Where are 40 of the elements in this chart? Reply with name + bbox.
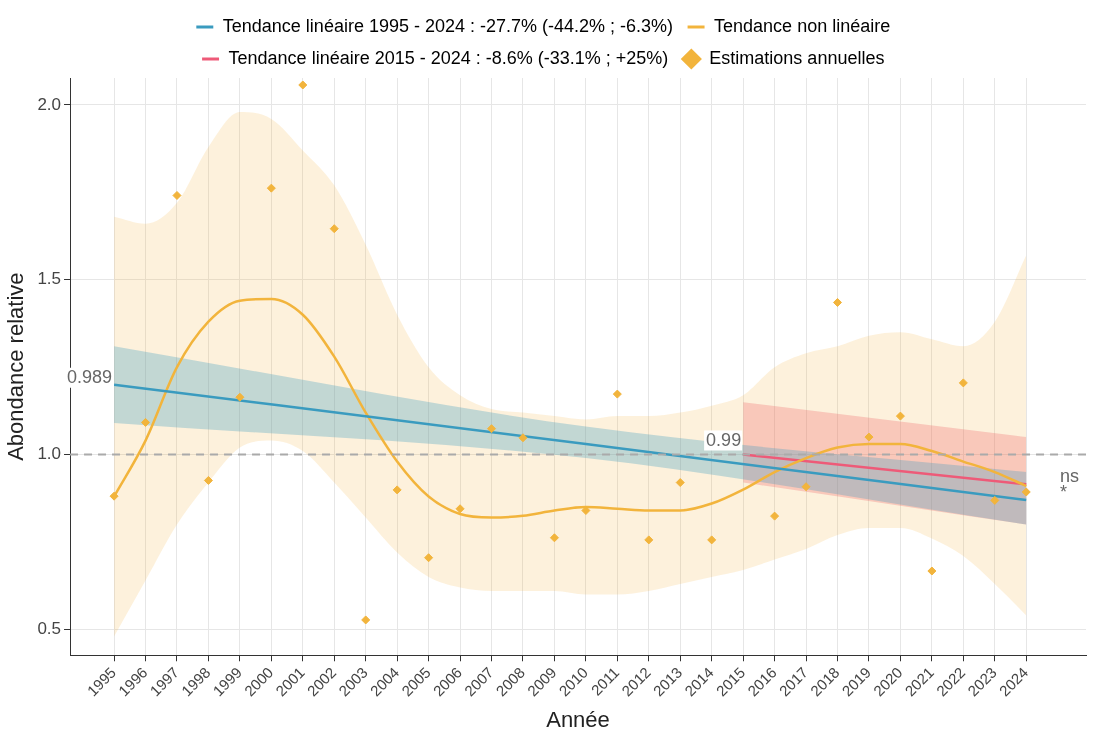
point: [864, 432, 874, 442]
legend-label: Estimations annuelles: [709, 47, 885, 68]
point: [990, 495, 1000, 505]
point: [707, 535, 717, 545]
point: [770, 511, 780, 521]
point: [298, 80, 308, 90]
annotation: 0.989: [67, 366, 113, 387]
point: [455, 504, 465, 514]
point: [266, 183, 276, 193]
point: [329, 224, 339, 234]
point: [801, 482, 811, 492]
point: [109, 491, 119, 501]
point: [1021, 487, 1031, 497]
legend-label: Tendance linéaire 2015 - 2024 : -8.6% (-33.1% ; +25%): [228, 47, 669, 68]
y-tick-label: 1.0: [37, 444, 62, 464]
point: [235, 392, 245, 402]
point: [644, 535, 654, 545]
point: [612, 389, 622, 399]
point: [895, 411, 905, 421]
x-axis-title: Année: [546, 706, 610, 732]
point: [958, 378, 968, 388]
annotation: 0.99: [706, 429, 742, 450]
point: [927, 566, 937, 576]
point: [833, 297, 843, 307]
point: [518, 433, 528, 443]
point: [424, 553, 434, 563]
y-tick-label: 1.5: [37, 269, 62, 289]
point: [203, 475, 213, 485]
legend-label: Tendance non linéaire: [714, 15, 891, 36]
y-tick-label: 2.0: [37, 94, 62, 114]
y-tick-label: 0.5: [37, 619, 62, 639]
point: [487, 424, 497, 434]
point: [549, 533, 559, 543]
point: [392, 485, 402, 495]
legend-label: Tendance linéaire 1995 - 2024 : -27.7% (-44.2% ; -6.3%): [222, 15, 674, 36]
point: [675, 478, 685, 488]
y-axis-title: Abondance relative: [3, 272, 29, 461]
point: [141, 417, 151, 427]
point: [361, 615, 371, 625]
point: [172, 190, 182, 200]
